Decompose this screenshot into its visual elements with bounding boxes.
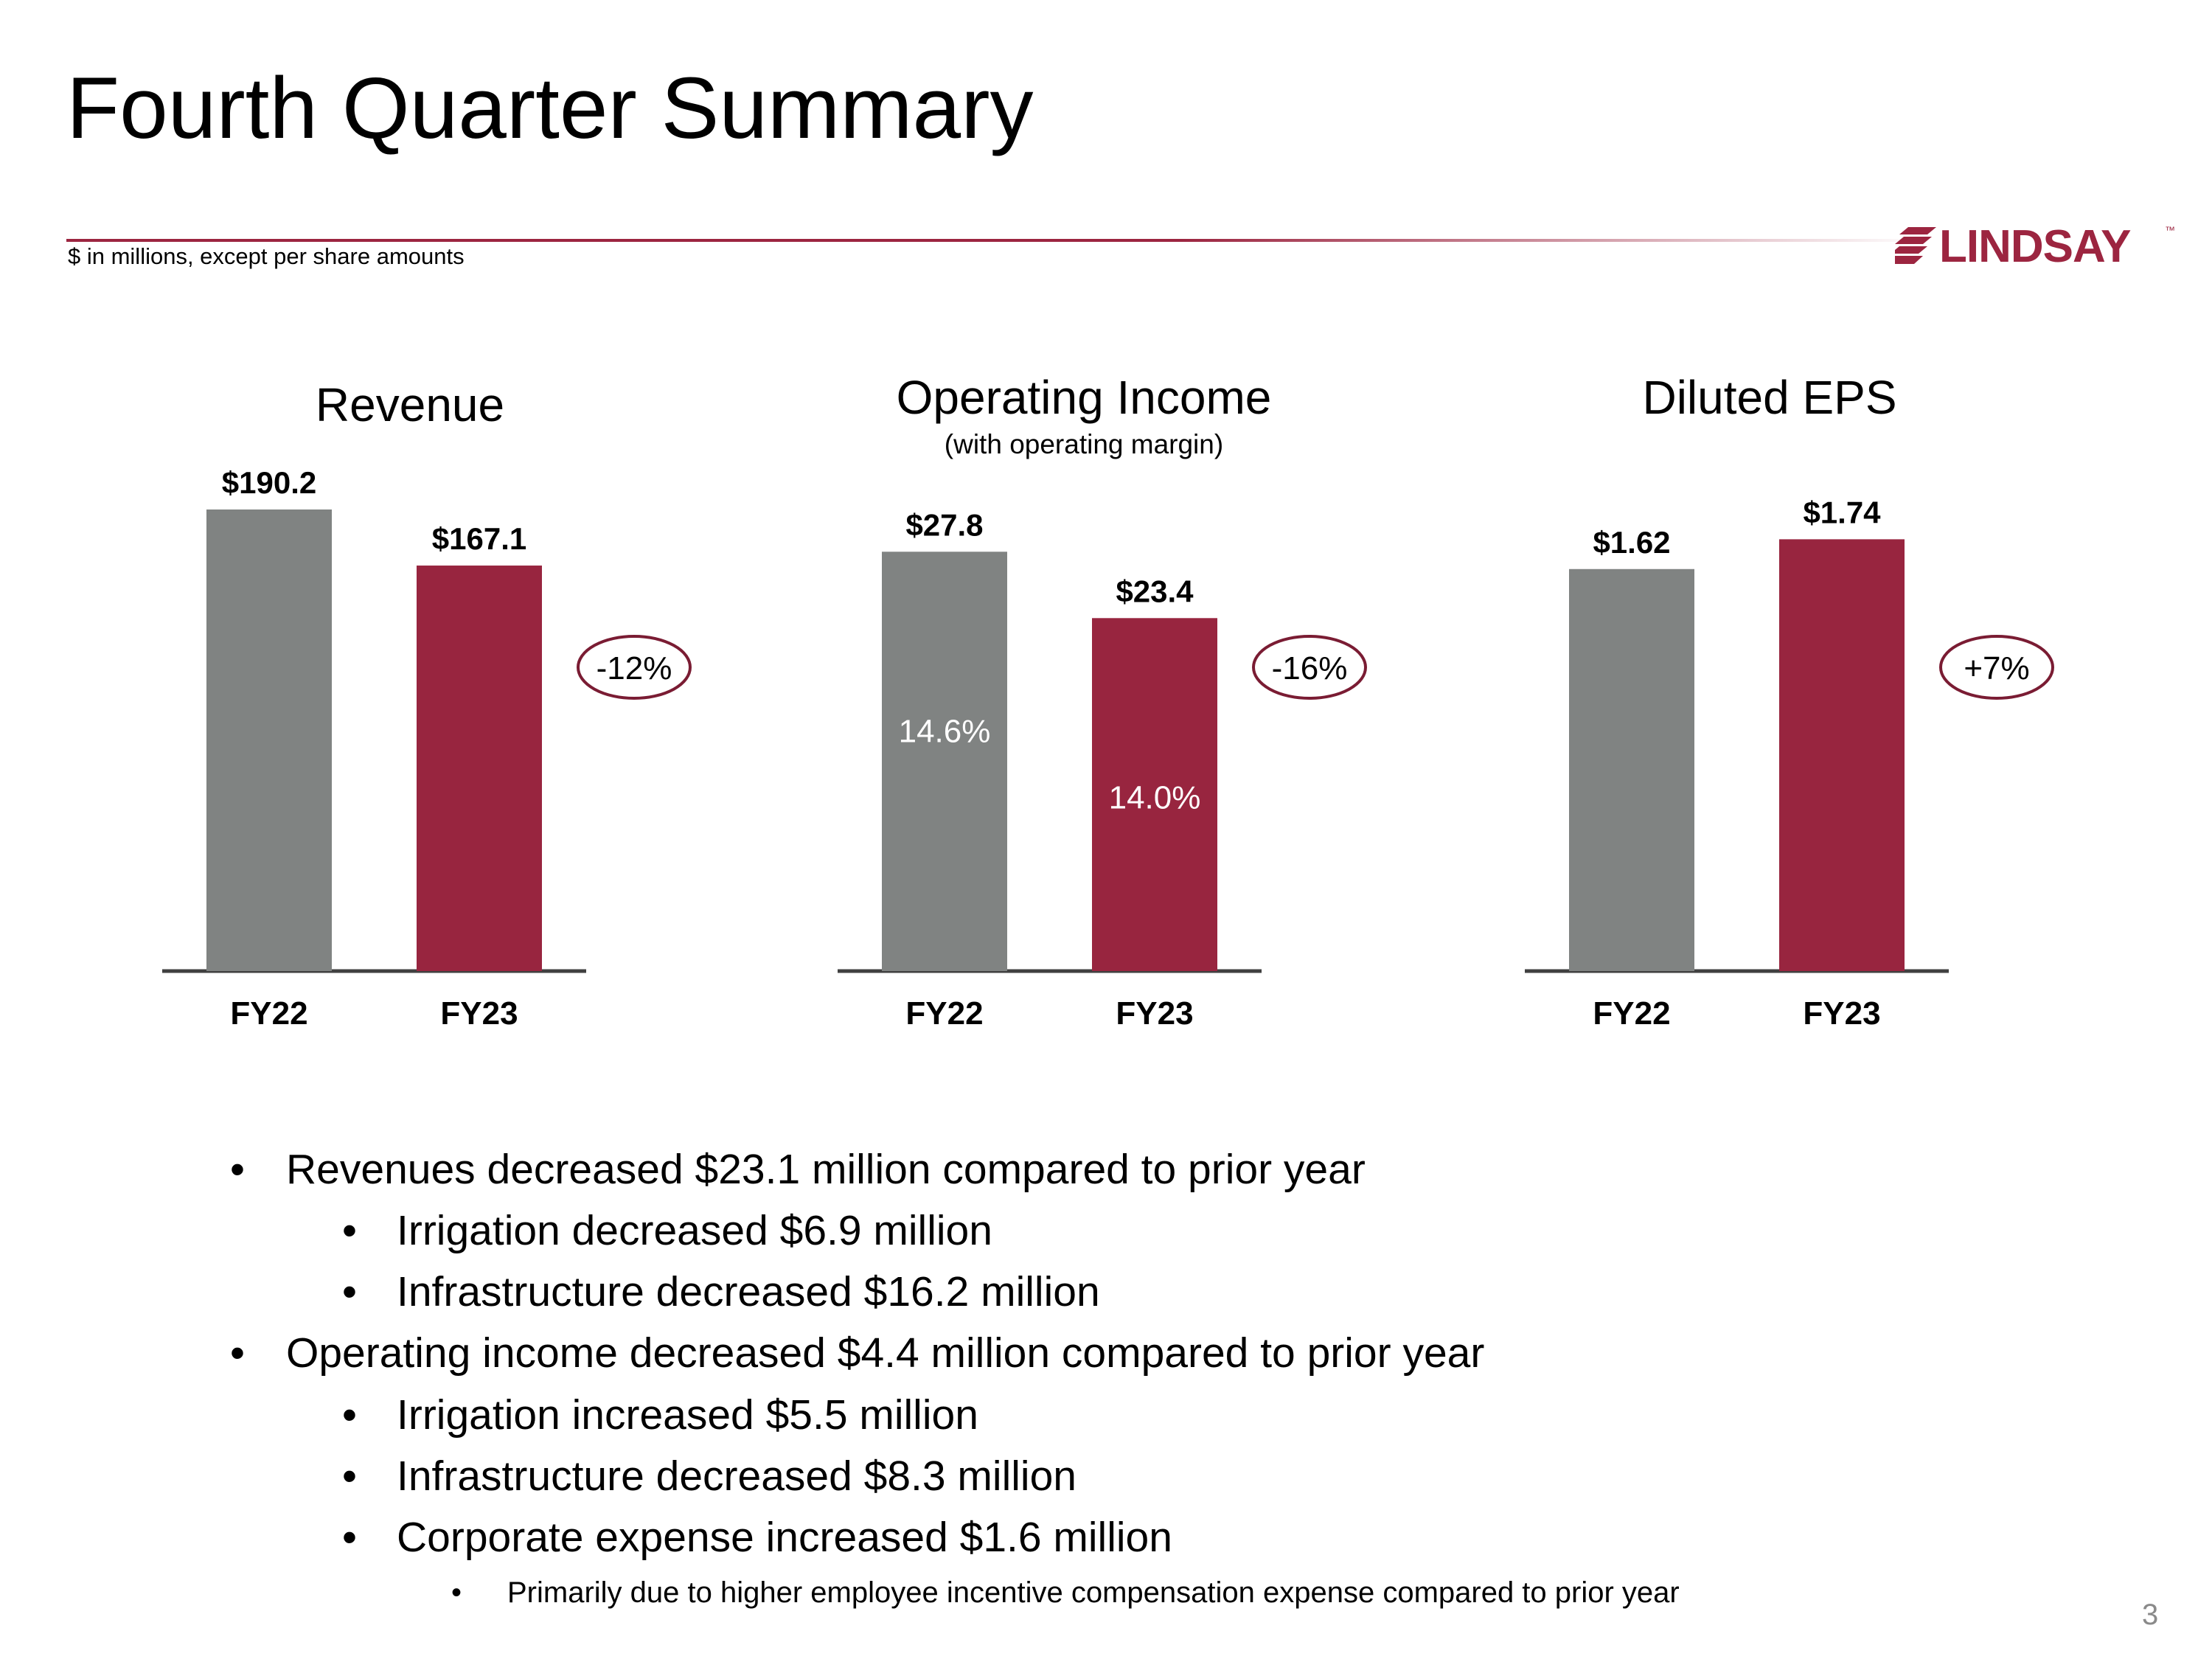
bullet-text: Operating income decreased $4.4 million …: [286, 1329, 1485, 1377]
diluted-eps-change-circle: [1939, 635, 2054, 700]
operating-income-change-label: -16%: [1272, 650, 1348, 686]
bullet-glyph: •: [230, 1329, 245, 1377]
bullet-glyph: •: [342, 1268, 357, 1315]
operating-income-value-label-fy23: $23.4: [1116, 574, 1194, 608]
diluted-eps-change-label: +7%: [1964, 650, 2029, 686]
diluted-eps-tick-label-fy22: FY22: [1593, 995, 1670, 1032]
revenue-value-label-fy22: $190.2: [222, 465, 316, 500]
operating-income-bar-fy22: [882, 552, 1007, 971]
bullet-glyph: •: [230, 1146, 245, 1193]
logo-wordmark: LINDSAY: [1939, 221, 2131, 272]
operating-income-margin-label-fy23: 14.0%: [1109, 779, 1201, 815]
bullet-text: Irrigation decreased $6.9 million: [397, 1207, 992, 1254]
revenue-chart-title: Revenue: [315, 378, 505, 431]
revenue-change-label: -12%: [597, 650, 672, 686]
bar-charts: $190.2 FY22 $167.1 FY23 -12% $27.8 FY22 14.6% $2…: [162, 465, 2054, 1032]
logo-trademark: ™: [2165, 224, 2175, 236]
bullet-glyph: •: [342, 1514, 357, 1561]
bullet-glyph: •: [342, 1453, 357, 1500]
revenue-bar-fy23: [417, 566, 542, 971]
lindsay-logo: LINDSAY ™: [1895, 221, 2175, 273]
bullet-text: Infrastructure decreased $16.2 million: [397, 1268, 1100, 1315]
operating-income-value-label-fy22: $27.8: [905, 507, 983, 542]
operating-income-change-circle: [1252, 635, 1367, 700]
revenue-value-label-fy23: $167.1: [432, 521, 526, 556]
diluted-eps-value-label-fy23: $1.74: [1803, 495, 1881, 529]
bullet-glyph: •: [342, 1207, 357, 1254]
lindsay-stripes-icon: [1895, 227, 1936, 264]
bullet-glyph: •: [451, 1576, 462, 1609]
units-note: $ in millions, except per share amounts: [68, 243, 465, 269]
slide-title: Fourth Quarter Summary: [66, 60, 1034, 157]
diluted-eps-value-label-fy22: $1.62: [1593, 525, 1670, 560]
revenue-tick-label-fy23: FY23: [440, 995, 518, 1032]
bullet-text: Revenues decreased $23.1 million compare…: [286, 1146, 1366, 1193]
revenue-tick-label-fy22: FY22: [230, 995, 307, 1032]
header-rule: [66, 239, 1924, 242]
operating-income-chart-subtitle: (with operating margin): [944, 429, 1224, 459]
diluted-eps-tick-label-fy23: FY23: [1803, 995, 1880, 1032]
operating-income-tick-label-fy23: FY23: [1116, 995, 1193, 1032]
bullet-text: Irrigation increased $5.5 million: [397, 1391, 978, 1439]
revenue-change-circle: [577, 635, 692, 700]
bullet-text: Corporate expense increased $1.6 million: [397, 1514, 1172, 1561]
revenue-bar-fy22: [206, 509, 332, 971]
diluted-eps-bar-fy23: [1779, 539, 1905, 971]
bullet-glyph: •: [342, 1391, 357, 1439]
operating-income-chart-title: Operating Income: [896, 371, 1272, 424]
operating-income-tick-label-fy22: FY22: [905, 995, 983, 1032]
diluted-eps-chart-title: Diluted EPS: [1642, 371, 1897, 424]
page-number: 3: [2142, 1599, 2159, 1631]
bullet-text: Primarily due to higher employee incenti…: [507, 1576, 1680, 1609]
diluted-eps-bar-fy22: [1569, 568, 1694, 971]
bullet-text: Infrastructure decreased $8.3 million: [397, 1453, 1077, 1500]
operating-income-bar-fy23: [1092, 618, 1217, 971]
operating-income-margin-label-fy22: 14.6%: [899, 713, 991, 749]
